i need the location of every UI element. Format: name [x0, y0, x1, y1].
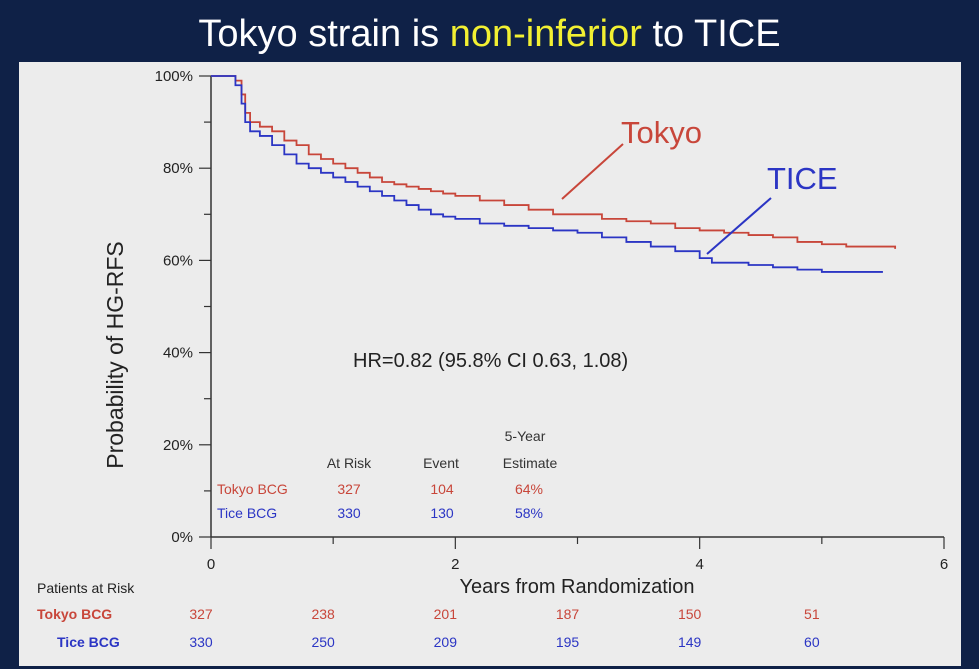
summary-header-5year: 5-Year [505, 428, 546, 444]
risk-row-tokyo-label: Tokyo BCG [37, 606, 112, 622]
summary-header-event: Event [423, 455, 459, 471]
summary-row-tokyo-at-risk: 327 [337, 481, 361, 497]
x-tick-label: 2 [451, 556, 459, 573]
tice-callout-label: TICE [767, 161, 838, 196]
risk-value: 187 [556, 606, 580, 622]
slide-title: Tokyo strain is non-inferior to TICE [0, 6, 979, 62]
y-tick-label: 80% [163, 160, 193, 177]
y-axis-title: Probability of HG-RFS [102, 241, 128, 469]
series-tokyo-line [211, 75, 897, 249]
risk-table-title: Patients at Risk [37, 580, 135, 596]
summary-row-tice-at-risk: 330 [337, 505, 361, 521]
title-text-1: Tokyo strain is [198, 13, 450, 55]
summary-row-tice-estimate: 58% [515, 505, 543, 521]
x-tick-label: 6 [940, 556, 948, 573]
axes [210, 76, 944, 538]
title-highlight: non-inferior [449, 13, 642, 55]
risk-value: 51 [804, 606, 820, 622]
risk-value: 209 [434, 634, 458, 650]
survival-curves [211, 75, 897, 273]
risk-value: 60 [804, 634, 820, 650]
summary-header-estimate: Estimate [503, 455, 558, 471]
km-chart: 0% 20% 40% 60% 80% 100% 0 2 4 6 Probability of H… [37, 68, 948, 650]
x-tick-label: 4 [695, 556, 703, 573]
chart-panel: 0% 20% 40% 60% 80% 100% 0 2 4 6 Probability of H… [19, 62, 961, 666]
x-tick-label: 0 [207, 556, 215, 573]
tokyo-callout-label: Tokyo [621, 115, 702, 150]
risk-table-values: 327 238 201 187 150 51 330 250 209 195 149 60 [189, 606, 820, 650]
risk-value: 150 [678, 606, 702, 622]
summary-row-tokyo-estimate: 64% [515, 481, 543, 497]
tice-callout-line [706, 197, 772, 255]
summary-row-tice-label: Tice BCG [217, 505, 277, 521]
y-tick-label: 0% [171, 529, 193, 546]
risk-value: 238 [311, 606, 335, 622]
risk-value: 195 [556, 634, 580, 650]
risk-value: 330 [189, 634, 213, 650]
x-axis-title: Years from Randomization [460, 576, 695, 598]
y-tick-label: 20% [163, 437, 193, 454]
y-tick-label: 40% [163, 345, 193, 362]
y-tick-label: 100% [155, 68, 193, 85]
y-ticks: 0% 20% 40% 60% 80% 100% [155, 68, 211, 546]
y-tick-label: 60% [163, 252, 193, 269]
hazard-ratio-annotation: HR=0.82 (95.8% CI 0.63, 1.08) [353, 350, 628, 372]
summary-row-tokyo-label: Tokyo BCG [217, 481, 288, 497]
summary-row-tice-event: 130 [430, 505, 454, 521]
risk-value: 149 [678, 634, 702, 650]
title-text-2: to TICE [641, 13, 781, 55]
tokyo-callout-line [561, 143, 624, 200]
summary-header-at-risk: At Risk [327, 455, 372, 471]
risk-value: 327 [189, 606, 213, 622]
summary-row-tokyo-event: 104 [430, 481, 454, 497]
risk-row-tice-label: Tice BCG [57, 634, 120, 650]
risk-value: 201 [434, 606, 458, 622]
x-ticks: 0 2 4 6 [207, 537, 948, 573]
risk-value: 250 [311, 634, 335, 650]
series-tice-line [211, 75, 883, 273]
